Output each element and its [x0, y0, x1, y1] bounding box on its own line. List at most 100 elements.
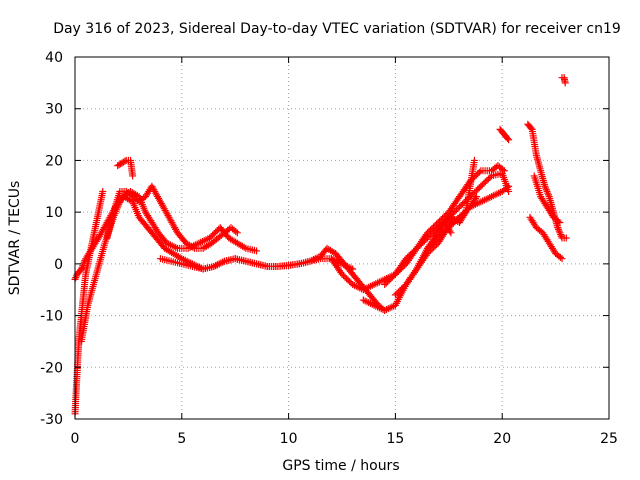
data-point: [349, 265, 357, 273]
data-point-trail: [414, 231, 430, 251]
data-point-trail: [216, 230, 227, 241]
data-point-trail: [528, 128, 540, 157]
data-point-trail: [561, 75, 569, 85]
data-point-trail: [446, 194, 462, 214]
data-point-trail: [166, 215, 181, 235]
data-point: [445, 224, 453, 232]
data-point-trail: [533, 153, 544, 173]
data-point-trail: [462, 159, 478, 214]
data-point-trail: [372, 276, 387, 288]
series-arc-17: [558, 74, 569, 87]
data-point: [500, 167, 508, 175]
data-point-trail: [95, 220, 110, 240]
data-point-trail: [446, 204, 462, 220]
data-point-trail: [244, 258, 258, 267]
data-point-trail: [153, 235, 167, 251]
data-point-trail: [414, 251, 430, 271]
data-point-trail: [145, 225, 159, 241]
data-point-trail: [534, 225, 545, 236]
data-points: [71, 74, 570, 418]
series-arc-4: [103, 182, 241, 252]
data-point-trail: [104, 210, 117, 240]
data-point-trail: [287, 260, 301, 269]
data-point-trail: [110, 190, 123, 214]
series-arc-10: [391, 182, 513, 299]
data-point-trail: [244, 245, 258, 254]
data-point-trail: [531, 174, 544, 199]
data-point-trail: [496, 163, 507, 173]
data-point-trail: [542, 184, 552, 199]
data-point-trail: [546, 241, 559, 256]
y-tick-label: -20: [40, 360, 63, 376]
data-point-trail: [227, 235, 240, 246]
data-point-trail: [501, 132, 512, 142]
data-point: [391, 270, 399, 278]
data-point-trail: [425, 225, 441, 241]
data-point-trail: [223, 255, 237, 265]
data-point-trail: [83, 246, 95, 261]
data-point: [99, 187, 107, 195]
data-point: [447, 229, 455, 237]
x-tick-label: 25: [600, 431, 618, 447]
series-arc-6: [156, 255, 357, 273]
data-point: [541, 182, 549, 190]
data-point-trail: [497, 127, 507, 137]
series-arc-16: [530, 172, 564, 226]
x-tick-label: 5: [177, 431, 186, 447]
data-point-trail: [340, 261, 355, 272]
data-point: [505, 182, 513, 190]
data-point-trail: [479, 193, 494, 205]
data-point-trail: [72, 272, 80, 282]
data-point-trail: [233, 255, 248, 265]
series-arc-5: [114, 156, 137, 180]
series-arc-9: [381, 162, 508, 289]
x-tick-label: 20: [493, 431, 511, 447]
data-point: [423, 229, 431, 237]
data-point-trail: [329, 256, 345, 276]
data-point-trail: [442, 215, 453, 225]
data-point-trail: [525, 122, 535, 132]
data-point: [434, 234, 442, 242]
data-point-trail: [383, 302, 398, 314]
y-tick-label: 0: [54, 257, 63, 273]
data-point-trail: [74, 266, 84, 277]
data-point-trail: [350, 281, 366, 293]
data-point-trail: [184, 240, 197, 251]
tick-labels: 0 5 10 15 20 25 -30 -20 -10 0 10 20 30 40: [40, 50, 618, 447]
data-point-trail: [118, 187, 128, 195]
data-point: [253, 247, 261, 255]
data-point: [206, 234, 214, 242]
data-point-trail: [340, 272, 355, 287]
data-point-trail: [449, 214, 462, 225]
data-point-trail: [436, 225, 451, 241]
data-point-trail: [235, 240, 248, 251]
data-point-trail: [467, 194, 479, 209]
data-point-trail: [84, 272, 100, 307]
data-point-trail: [201, 240, 214, 251]
data-point-trail: [78, 303, 91, 343]
data-point: [477, 182, 485, 190]
data-point-trail: [425, 220, 441, 235]
x-axis-label: GPS time / hours: [282, 458, 399, 474]
series-arc-11: [423, 193, 481, 252]
series-arc-3: [77, 187, 261, 345]
data-point-trail: [537, 169, 548, 188]
chart-title: Day 316 of 2023, Sidereal Day-to-day VTE…: [53, 21, 621, 37]
data-point: [381, 281, 389, 289]
data-point-trail: [124, 189, 135, 199]
data-point-trail: [425, 235, 441, 251]
data-point-trail: [403, 267, 420, 287]
data-point-trail: [137, 194, 148, 205]
data-point-trail: [382, 272, 398, 287]
data-point-trail: [538, 194, 550, 209]
data-point-trail: [162, 245, 176, 256]
data-point-trail: [175, 230, 189, 246]
data-point-trail: [361, 281, 376, 293]
data-point: [338, 270, 346, 278]
data-point: [561, 79, 569, 87]
data-point-trail: [325, 245, 338, 256]
data-point-trail: [129, 200, 142, 219]
data-point-trail: [229, 225, 240, 236]
y-tick-label: -30: [40, 412, 63, 428]
